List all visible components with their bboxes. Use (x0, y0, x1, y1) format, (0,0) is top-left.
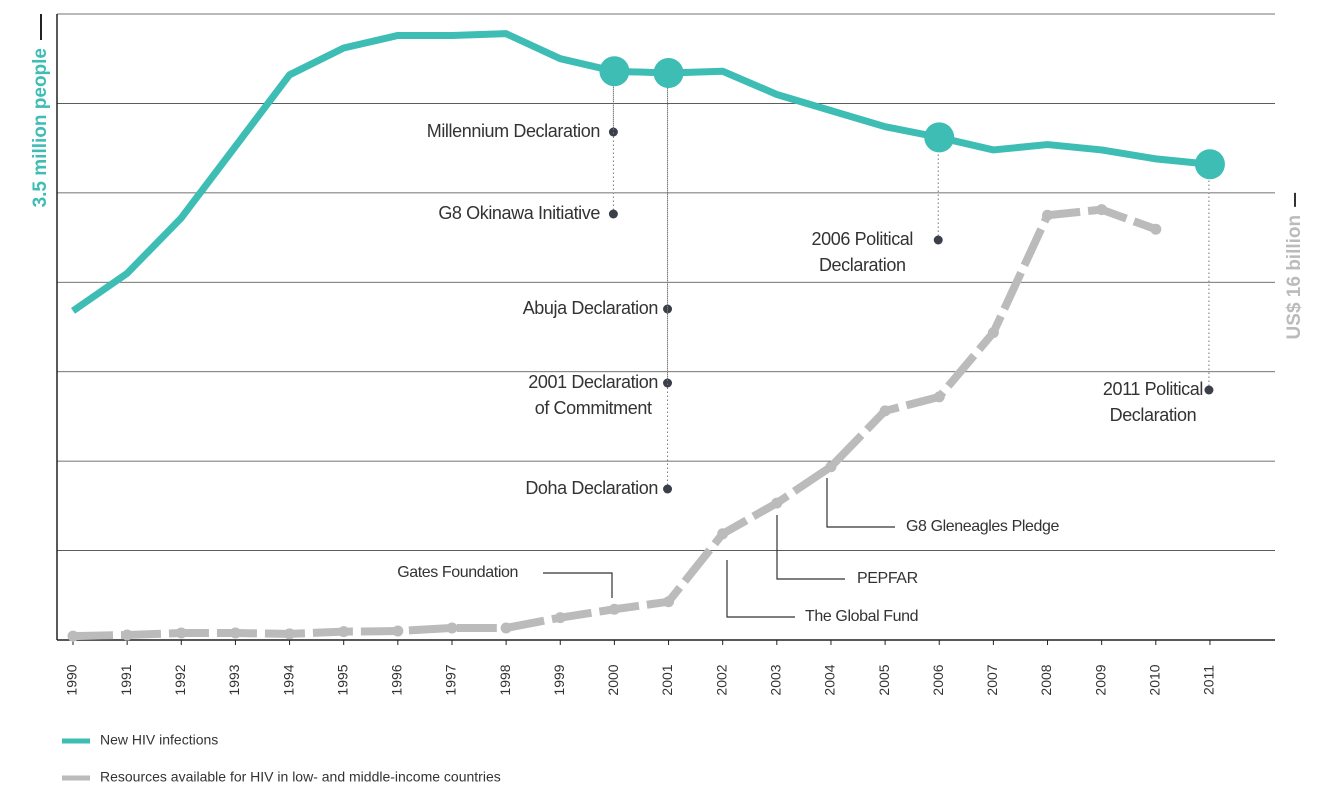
point (879, 405, 891, 417)
leader (543, 572, 613, 598)
annotation: Doha Declaration (525, 478, 658, 498)
x-tick-label: 1996 (389, 664, 405, 695)
legend-label: Resources available for HIV in low- and … (100, 769, 501, 785)
x-tick-label: 2001 (659, 664, 675, 695)
leader-dot (1204, 385, 1214, 395)
x-tick-label: 1997 (443, 664, 459, 695)
y2-tick-label: US$ 16 billion (1284, 215, 1305, 340)
x-tick-label: 2010 (1147, 664, 1163, 695)
annotation: Millennium Declaration (426, 121, 601, 141)
x-tick-label: 1994 (280, 664, 296, 695)
highlight-point (924, 122, 955, 153)
x-tick-label: 1992 (172, 664, 188, 695)
leader-dot (663, 378, 673, 388)
x-tick-label: 2005 (876, 664, 892, 695)
annotation: 2006 Political Declaration (811, 229, 914, 275)
point (554, 612, 566, 624)
point (663, 596, 675, 608)
annotation: G8 Okinawa Initiative (438, 203, 600, 223)
x-tick-label: 2007 (984, 664, 1000, 695)
leader (726, 560, 795, 618)
series-line (72, 205, 1158, 641)
x-tick-label: 1991 (118, 664, 134, 695)
point (338, 626, 350, 638)
point (1150, 223, 1162, 235)
annotation: PEPFAR (857, 570, 918, 587)
point (1096, 204, 1108, 216)
point (446, 622, 458, 634)
highlight-point (599, 56, 630, 87)
x-tick-label: 2009 (1092, 664, 1108, 695)
x-tick-label: 2000 (605, 664, 621, 695)
point (717, 528, 729, 540)
x-tick-label: 2006 (930, 664, 946, 695)
x-tick-label: 1998 (497, 664, 513, 695)
y-tick-label: 3.5 million people (30, 48, 51, 207)
annotation: G8 Gleneagles Pledge (906, 518, 1060, 535)
point (229, 627, 241, 639)
point (392, 625, 404, 637)
point (284, 628, 296, 640)
x-tick-label: 1990 (64, 664, 80, 695)
annotation: Gates Foundation (397, 564, 518, 581)
leader (776, 515, 845, 580)
x-tick-label: 2003 (768, 664, 784, 695)
highlight-point (1194, 149, 1225, 180)
x-tick-label: 2004 (822, 664, 838, 695)
leader-dot (663, 484, 673, 494)
point (608, 603, 620, 615)
annotation: Abuja Declaration (522, 298, 659, 318)
x-tick-label: 2008 (1038, 664, 1054, 695)
point (933, 391, 945, 403)
leader-dot (608, 127, 618, 137)
x-tick-label: 1993 (226, 664, 242, 695)
annotation: 2001 Declaration of Commitment (528, 372, 658, 418)
point (771, 497, 783, 509)
leader-dot (608, 209, 618, 219)
point (121, 629, 133, 641)
x-tick-label: 2002 (713, 664, 729, 695)
point (1042, 209, 1054, 221)
legend-label: New HIV infections (100, 732, 218, 748)
x-tick-label: 2011 (1201, 665, 1217, 695)
point (500, 622, 512, 634)
point (175, 627, 187, 639)
x-tick-label: 1995 (334, 664, 350, 695)
annotation: The Global Fund (805, 608, 919, 625)
point (67, 630, 79, 642)
leader (826, 478, 895, 528)
x-tick-label: 1999 (551, 664, 567, 695)
leader-dot (933, 235, 943, 245)
point (825, 461, 837, 473)
annotation: 2011 Political Declaration (1102, 379, 1204, 425)
highlight-point (653, 58, 684, 89)
series-line (71, 30, 1211, 314)
point (987, 327, 999, 339)
